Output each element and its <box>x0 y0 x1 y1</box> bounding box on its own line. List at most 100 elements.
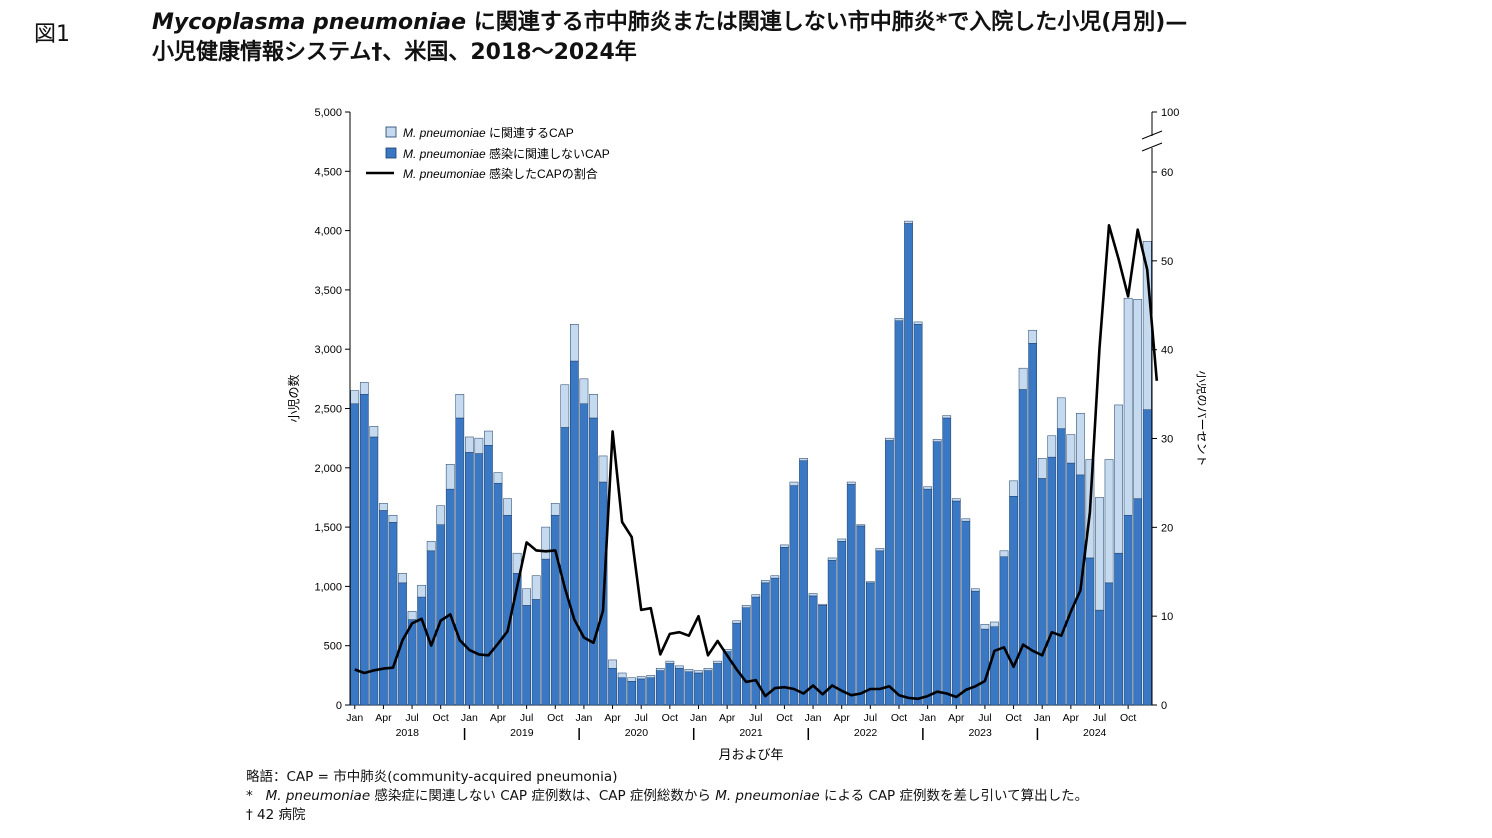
note-dagger: † 42 病院 <box>246 807 306 823</box>
bar-not-related <box>579 403 589 706</box>
figure-title: Mycoplasma pneumoniae に関連する市中肺炎または関連しない市… <box>152 8 1452 68</box>
bar-related <box>932 439 942 442</box>
bar-related <box>1018 367 1028 390</box>
y2-tick-label: 0 <box>1161 700 1167 712</box>
figure-notes: 略語：CAP = 市中肺炎(community-acquired pneumon… <box>246 768 1088 825</box>
bar-not-related <box>751 596 761 706</box>
bar-related <box>1009 480 1018 497</box>
bar-not-related <box>484 445 493 706</box>
x-tick-label: Apr <box>490 712 507 724</box>
bar-related <box>379 503 388 511</box>
chart-line-layer <box>354 224 1159 701</box>
bar-not-related <box>980 628 990 706</box>
bar-not-related <box>503 514 512 706</box>
y-tick-label: 4,000 <box>314 226 342 238</box>
bar-related <box>913 321 923 325</box>
x-tick-label: Oct <box>433 712 449 724</box>
legend-swatch-not-related <box>385 147 397 159</box>
bar-related <box>961 518 971 522</box>
bar-related <box>359 382 369 395</box>
bar-not-related <box>780 547 789 706</box>
legend-label-not-related: M. pneumoniae 感染に関連しないCAP <box>403 146 610 161</box>
bar-not-related <box>827 560 837 706</box>
bar-not-related <box>1114 552 1123 706</box>
bar-related <box>799 458 808 461</box>
bar-related <box>464 436 474 453</box>
bar-related <box>436 505 446 525</box>
bar-related <box>760 580 770 584</box>
bar-related <box>789 481 799 486</box>
x-tick-label: Jul <box>520 712 533 724</box>
bar-related <box>1095 497 1104 611</box>
bar-related <box>856 524 866 527</box>
bar-related <box>426 541 436 552</box>
bar-not-related <box>703 670 713 706</box>
bar-related <box>808 593 818 597</box>
title-line1-rest: に関連する市中肺炎または関連しない市中肺炎*で入院した小児(月別)— <box>466 10 1188 35</box>
title-italic-organism: Mycoplasma pneumoniae <box>152 10 467 35</box>
year-label: 2023 <box>968 727 992 739</box>
bar-related <box>1066 434 1076 464</box>
chart-bars-layer <box>350 220 1152 706</box>
legend-label-proportion: M. pneumoniae 感染したCAPの割合 <box>403 166 598 181</box>
y2-tick-label: 10 <box>1161 611 1173 623</box>
bar-related <box>1056 397 1066 429</box>
x-tick-label: Jan <box>690 712 707 724</box>
y2-tick-label: 20 <box>1161 522 1173 534</box>
bar-not-related <box>1085 557 1095 706</box>
bar-not-related <box>904 223 913 706</box>
bar-not-related <box>589 417 598 706</box>
x-tick-label: Apr <box>375 712 392 724</box>
bar-not-related <box>1104 582 1114 706</box>
bar-not-related <box>865 582 875 706</box>
bar-not-related <box>1018 389 1028 706</box>
bar-related <box>713 660 722 664</box>
bar-not-related <box>1009 496 1018 706</box>
bar-not-related <box>799 460 808 706</box>
bar-not-related <box>913 324 923 706</box>
bar-not-related <box>522 605 531 706</box>
bar-not-related <box>1142 409 1152 706</box>
axis-break-mark <box>1141 130 1163 140</box>
bar-related <box>971 588 980 592</box>
bar-not-related <box>1047 456 1057 706</box>
note-abbreviation: 略語：CAP = 市中肺炎(community-acquired pneumon… <box>246 769 618 785</box>
year-label: 2019 <box>510 727 534 739</box>
figure-label: 図1 <box>34 22 70 47</box>
x-tick-label: Jul <box>864 712 877 724</box>
bar-not-related <box>846 484 856 706</box>
y2-axis-title: 小児のパーセント <box>1195 370 1206 466</box>
bar-related <box>627 677 637 682</box>
bar-not-related <box>741 607 751 706</box>
bar-not-related <box>417 596 426 706</box>
bar-not-related <box>1095 609 1104 706</box>
bar-not-related <box>760 582 770 706</box>
title-line2: 小児健康情報システム†、米国、2018〜2024年 <box>152 40 637 65</box>
axis-break-gap <box>1148 136 1156 148</box>
bar-not-related <box>770 577 780 706</box>
legend-swatch-related <box>385 126 397 138</box>
bar-related <box>350 390 360 405</box>
y2-tick-label: 60 <box>1161 167 1173 179</box>
y-tick-label: 1,500 <box>314 522 342 534</box>
y-axis-title: 小児の数 <box>286 374 301 422</box>
bar-not-related <box>1056 428 1066 706</box>
x-tick-label: Apr <box>604 712 621 724</box>
y-tick-label: 500 <box>324 641 342 653</box>
bar-not-related <box>474 453 484 706</box>
y-tick-label: 3,000 <box>314 344 342 356</box>
y-tick-label: 5,000 <box>314 107 342 119</box>
x-tick-label: Jan <box>1034 712 1051 724</box>
y-tick-label: 3,500 <box>314 285 342 297</box>
bar-related <box>655 667 665 671</box>
year-label: 2021 <box>739 727 763 739</box>
bar-related <box>589 394 598 419</box>
bar-not-related <box>550 514 560 706</box>
bar-not-related <box>560 427 570 706</box>
y2-tick-label: 30 <box>1161 434 1173 446</box>
bar-related <box>827 557 837 561</box>
bar-not-related <box>541 558 551 706</box>
bar-related <box>999 550 1009 558</box>
x-tick-label: Oct <box>891 712 907 724</box>
bar-not-related <box>464 452 474 706</box>
